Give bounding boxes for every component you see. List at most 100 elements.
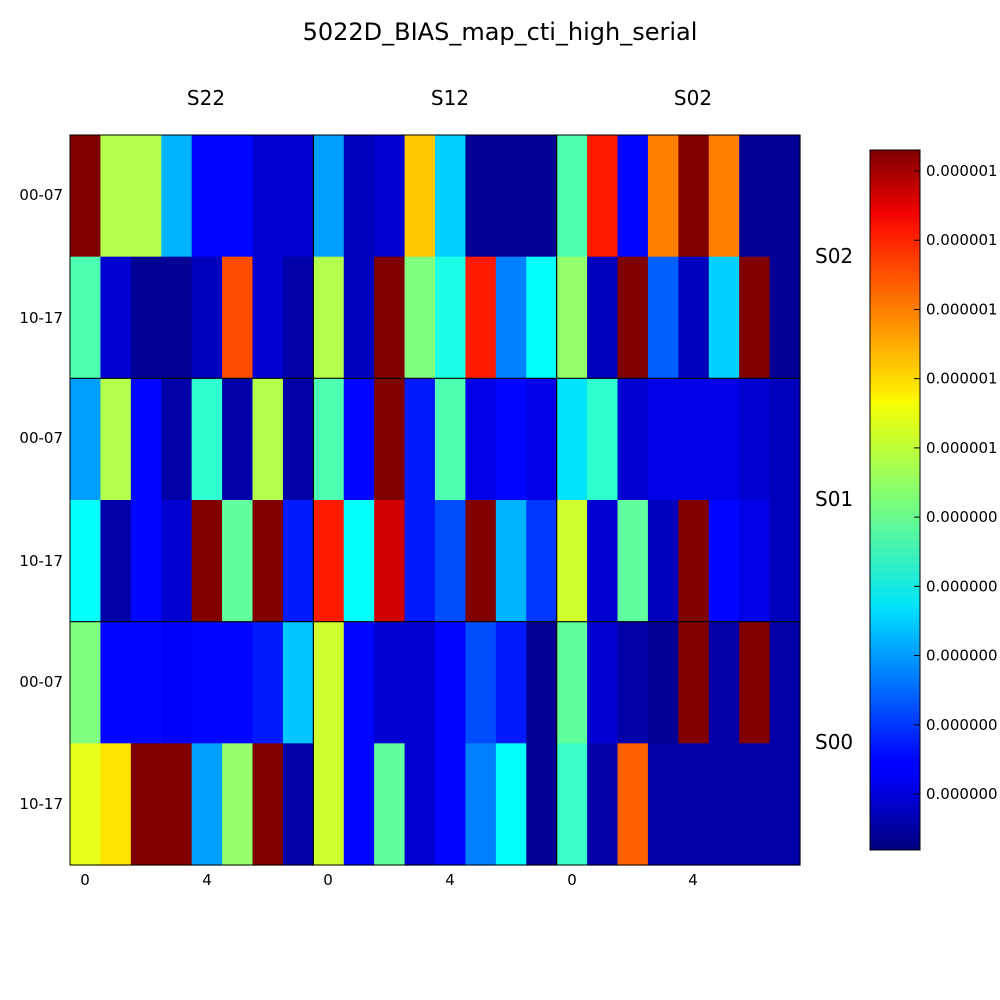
heatmap-cell bbox=[617, 378, 649, 501]
heatmap-cell bbox=[587, 743, 619, 866]
colorbar-tick-label: 0.000000 bbox=[926, 647, 998, 665]
heatmap-cell bbox=[556, 743, 588, 866]
heatmap-cell bbox=[647, 500, 679, 623]
heatmap-cell bbox=[404, 135, 436, 258]
row-group-label: S01 bbox=[815, 487, 853, 511]
heatmap-cell bbox=[130, 621, 162, 744]
heatmap-cell bbox=[282, 378, 314, 501]
x-tick-label: 4 bbox=[445, 871, 455, 889]
heatmap-cell bbox=[70, 621, 102, 744]
heatmap-cell bbox=[465, 135, 497, 258]
colorbar-tick-label: 0.000000 bbox=[926, 785, 998, 803]
heatmap-cell bbox=[708, 256, 740, 379]
heatmap-cell bbox=[465, 256, 497, 379]
heatmap-cell bbox=[617, 135, 649, 258]
heatmap-cell bbox=[374, 621, 406, 744]
heatmap-cell bbox=[526, 378, 558, 501]
heatmap-cell bbox=[465, 743, 497, 866]
heatmap-cell bbox=[739, 621, 771, 744]
heatmap-cell bbox=[191, 256, 223, 379]
colorbar-ticks: 0.000000 0.000000 0.000000 0.000000 0.000000… bbox=[914, 162, 998, 803]
heatmap-cell bbox=[313, 743, 345, 866]
heatmap-cell bbox=[100, 135, 132, 258]
heatmap-cell bbox=[647, 256, 679, 379]
heatmap-cell bbox=[343, 378, 375, 501]
heatmap-cell bbox=[70, 256, 102, 379]
heatmap-cell bbox=[465, 500, 497, 623]
heatmap-cell bbox=[343, 135, 375, 258]
heatmap-cell bbox=[435, 743, 467, 866]
heatmap-cell bbox=[739, 256, 771, 379]
row-tick-label: 10-17 bbox=[19, 795, 63, 813]
heatmap-cell bbox=[161, 621, 193, 744]
heatmap-cell bbox=[161, 743, 193, 866]
heatmap-cell bbox=[161, 135, 193, 258]
heatmap-cell bbox=[70, 378, 102, 501]
heatmap-cell bbox=[587, 500, 619, 623]
row-tick-label: 10-17 bbox=[19, 552, 63, 570]
heatmap-cell bbox=[100, 621, 132, 744]
heatmap-cell bbox=[587, 256, 619, 379]
heatmap-cell bbox=[708, 743, 740, 866]
heatmap-cell bbox=[617, 500, 649, 623]
heatmap-cell bbox=[252, 256, 284, 379]
heatmap-cell bbox=[70, 135, 102, 258]
colorbar-tick-label: 0.000000 bbox=[926, 508, 998, 526]
x-tick-label: 0 bbox=[80, 871, 90, 889]
heatmap-cell bbox=[404, 378, 436, 501]
heatmap-cell bbox=[404, 621, 436, 744]
heatmap-cell bbox=[313, 621, 345, 744]
heatmap-cell bbox=[191, 378, 223, 501]
heatmap-cell bbox=[587, 621, 619, 744]
x-tick-label: 4 bbox=[202, 871, 212, 889]
column-group-label: S22 bbox=[187, 86, 225, 110]
colorbar bbox=[869, 149, 921, 851]
heatmap-cell bbox=[465, 621, 497, 744]
heatmap-cell bbox=[374, 743, 406, 866]
heatmap-cell bbox=[191, 135, 223, 258]
colorbar-tick-label: 0.000000 bbox=[926, 577, 998, 595]
heatmap-cell bbox=[769, 743, 801, 866]
heatmap-cell bbox=[282, 135, 314, 258]
heatmap-cell bbox=[678, 256, 710, 379]
colorbar-tick-label: 0.000000 bbox=[926, 716, 998, 734]
plot-frame bbox=[69, 134, 801, 866]
heatmap-cell bbox=[130, 378, 162, 501]
heatmap-cell bbox=[374, 256, 406, 379]
heatmap-cell bbox=[617, 743, 649, 866]
heatmap-cell bbox=[222, 256, 254, 379]
heatmap-cell bbox=[526, 500, 558, 623]
heatmap-cell bbox=[556, 500, 588, 623]
heatmap-cell bbox=[252, 135, 284, 258]
heatmap-cell bbox=[100, 256, 132, 379]
chart-title: 5022D_BIAS_map_cti_high_serial bbox=[303, 18, 698, 46]
heatmap-cell bbox=[70, 743, 102, 866]
row-tick-label: 10-17 bbox=[19, 309, 63, 327]
heatmap-cell bbox=[374, 135, 406, 258]
heatmap-cell bbox=[343, 256, 375, 379]
heatmap-cell bbox=[100, 378, 132, 501]
heatmap-cell bbox=[222, 621, 254, 744]
heatmap-cell bbox=[404, 256, 436, 379]
heatmap-cell bbox=[435, 256, 467, 379]
heatmap-cell bbox=[100, 500, 132, 623]
heatmap-cell bbox=[374, 500, 406, 623]
row-group-label: S00 bbox=[815, 730, 853, 754]
heatmap-cell bbox=[130, 500, 162, 623]
row-group-label: S02 bbox=[815, 244, 853, 268]
heatmap-cell bbox=[191, 500, 223, 623]
heatmap-cell bbox=[647, 621, 679, 744]
row-tick-label: 00-07 bbox=[19, 673, 63, 691]
heatmap-cell bbox=[617, 621, 649, 744]
heatmap-cells bbox=[70, 135, 801, 866]
heatmap-cell bbox=[739, 500, 771, 623]
heatmap-cell bbox=[465, 378, 497, 501]
colorbar-tick-label: 0.000001 bbox=[926, 370, 998, 388]
heatmap-cell bbox=[313, 500, 345, 623]
heatmap-cell bbox=[252, 500, 284, 623]
heatmap-cell bbox=[678, 621, 710, 744]
heatmap-cell bbox=[556, 621, 588, 744]
heatmap-cell bbox=[647, 135, 679, 258]
heatmap-cell bbox=[739, 378, 771, 501]
